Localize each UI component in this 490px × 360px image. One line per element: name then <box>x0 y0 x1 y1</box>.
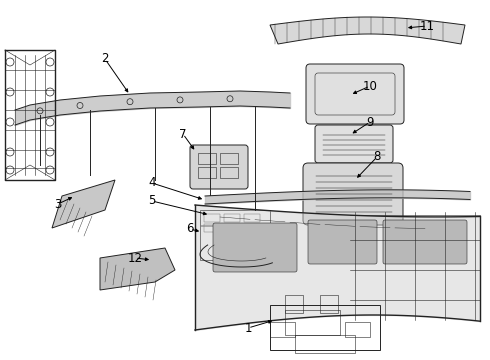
Bar <box>244 214 260 222</box>
Bar <box>320 295 338 313</box>
Bar <box>285 310 340 335</box>
Bar <box>204 224 220 232</box>
Polygon shape <box>52 180 115 228</box>
Text: 11: 11 <box>419 19 435 32</box>
Bar <box>244 224 260 232</box>
Bar <box>285 295 303 313</box>
Text: 6: 6 <box>186 222 194 235</box>
Bar <box>220 167 238 178</box>
Bar <box>345 322 370 337</box>
FancyBboxPatch shape <box>303 163 403 225</box>
Polygon shape <box>270 17 465 44</box>
Bar <box>295 335 355 353</box>
FancyBboxPatch shape <box>213 223 297 272</box>
Text: 10: 10 <box>363 80 377 93</box>
Bar <box>224 214 240 222</box>
Bar <box>198 153 216 164</box>
Text: 3: 3 <box>54 198 62 211</box>
Bar <box>224 224 240 232</box>
Text: 5: 5 <box>148 194 156 207</box>
Polygon shape <box>100 248 175 290</box>
Bar <box>204 214 220 222</box>
Bar <box>198 167 216 178</box>
Text: 9: 9 <box>366 116 374 129</box>
FancyBboxPatch shape <box>306 64 404 124</box>
FancyBboxPatch shape <box>308 220 377 264</box>
FancyBboxPatch shape <box>315 125 393 163</box>
Bar <box>200 210 270 260</box>
Bar <box>270 322 295 337</box>
Text: 4: 4 <box>148 176 156 189</box>
Bar <box>270 305 380 350</box>
Text: 2: 2 <box>101 53 109 66</box>
FancyBboxPatch shape <box>190 145 248 189</box>
FancyBboxPatch shape <box>383 220 467 264</box>
Text: 8: 8 <box>373 150 381 163</box>
Text: 1: 1 <box>244 321 252 334</box>
Text: 12: 12 <box>127 252 143 265</box>
Bar <box>220 153 238 164</box>
Text: 7: 7 <box>179 127 187 140</box>
